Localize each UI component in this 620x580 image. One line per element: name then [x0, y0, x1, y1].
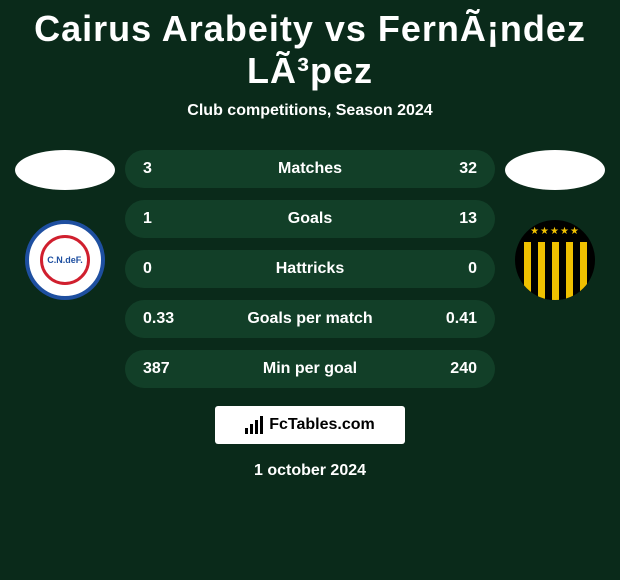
penarol-stars-icon: ★★★★★ [515, 226, 595, 237]
stat-right-value: 32 [427, 160, 477, 178]
stats-column: 3 Matches 32 1 Goals 13 0 Hattricks 0 0.… [125, 150, 495, 480]
date-label: 1 october 2024 [254, 462, 366, 480]
stat-right-value: 0 [427, 260, 477, 278]
footer: FcTables.com 1 october 2024 [125, 406, 495, 480]
stat-left-value: 1 [143, 210, 193, 228]
player-left-avatar [15, 150, 115, 190]
stat-row-hattricks: 0 Hattricks 0 [125, 250, 495, 288]
stat-label: Hattricks [193, 260, 427, 278]
stat-right-value: 0.41 [427, 310, 477, 328]
stat-label: Goals [193, 210, 427, 228]
stat-label: Matches [193, 160, 427, 178]
page-title: Cairus Arabeity vs FernÃ¡ndez LÃ³pez [0, 8, 620, 92]
stat-label: Goals per match [193, 310, 427, 328]
team-badge-right: ★★★★★ [515, 220, 595, 300]
brand-badge: FcTables.com [215, 406, 405, 444]
player-right-column: ★★★★★ [505, 150, 605, 300]
player-right-avatar [505, 150, 605, 190]
stat-row-goals: 1 Goals 13 [125, 200, 495, 238]
stat-right-value: 240 [427, 360, 477, 378]
brand-text: FcTables.com [269, 416, 375, 434]
stat-left-value: 387 [143, 360, 193, 378]
stat-left-value: 0.33 [143, 310, 193, 328]
stat-row-min-per-goal: 387 Min per goal 240 [125, 350, 495, 388]
penarol-stripes-icon [515, 242, 595, 300]
player-left-column: C.N.deF. [15, 150, 115, 300]
stat-left-value: 3 [143, 160, 193, 178]
comparison-container: Cairus Arabeity vs FernÃ¡ndez LÃ³pez Clu… [0, 0, 620, 480]
chart-icon [245, 416, 263, 434]
stat-right-value: 13 [427, 210, 477, 228]
stat-left-value: 0 [143, 260, 193, 278]
stat-row-goals-per-match: 0.33 Goals per match 0.41 [125, 300, 495, 338]
team-badge-left: C.N.deF. [25, 220, 105, 300]
nacional-badge-text: C.N.deF. [40, 235, 90, 285]
stat-row-matches: 3 Matches 32 [125, 150, 495, 188]
page-subtitle: Club competitions, Season 2024 [0, 102, 620, 120]
stat-label: Min per goal [193, 360, 427, 378]
comparison-content: C.N.deF. 3 Matches 32 1 Goals 13 0 Hattr… [0, 150, 620, 480]
